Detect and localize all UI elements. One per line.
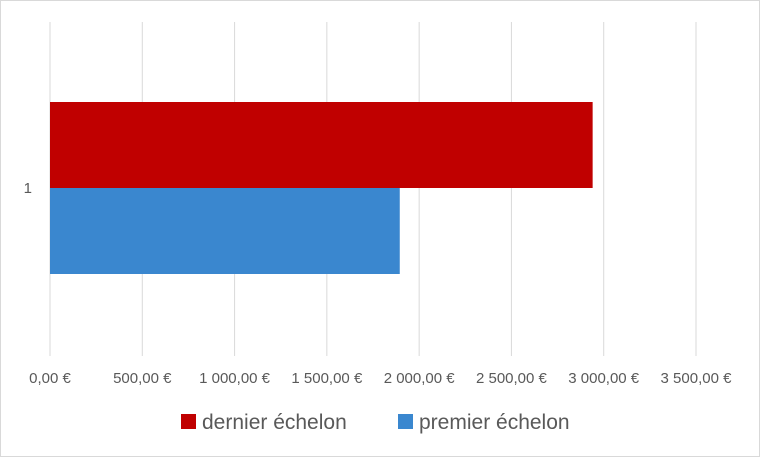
- x-tick-label: 2 500,00 €: [476, 370, 548, 387]
- legend-swatch: [398, 414, 413, 429]
- x-tick-label: 3 500,00 €: [661, 370, 733, 387]
- legend-label: dernier échelon: [202, 411, 347, 434]
- bars: [50, 102, 593, 274]
- bar-premier-échelon: [50, 188, 400, 274]
- y-axis-tick-labels: 1: [24, 180, 32, 197]
- x-tick-label: 2 000,00 €: [384, 370, 456, 387]
- x-tick-label: 1 000,00 €: [199, 370, 271, 387]
- bar-dernier-échelon: [50, 102, 593, 188]
- x-tick-label: 1 500,00 €: [291, 370, 363, 387]
- x-axis-tick-labels: 0,00 € 500,00 € 1 000,00 € 1 500,00 € 2 000,…: [29, 370, 732, 387]
- y-tick-label: 1: [24, 180, 32, 197]
- x-tick-label: 3 000,00 €: [568, 370, 640, 387]
- x-tick-label: 0,00 €: [29, 370, 71, 387]
- legend-swatch: [181, 414, 196, 429]
- x-tick-label: 500,00 €: [113, 370, 172, 387]
- legend: dernier échelon premier échelon: [181, 411, 570, 434]
- legend-label: premier échelon: [419, 411, 570, 434]
- gridlines: [49, 22, 697, 356]
